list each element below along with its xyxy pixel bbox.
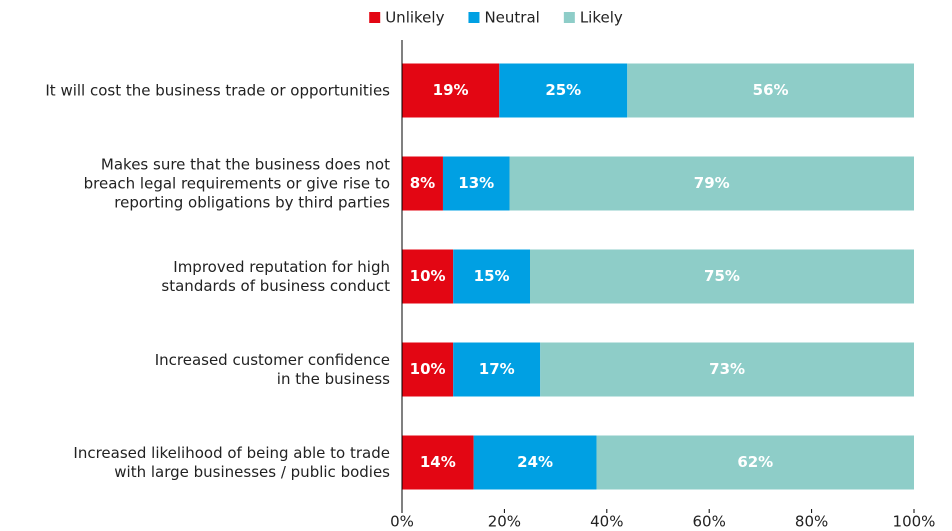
value-label: 10% xyxy=(410,360,446,378)
value-label: 19% xyxy=(433,81,469,99)
category-label: Increased likelihood of being able to tr… xyxy=(73,443,390,481)
category-label: Makes sure that the business does not br… xyxy=(83,155,390,211)
category-label: It will cost the business trade or oppor… xyxy=(45,81,390,99)
value-label: 56% xyxy=(753,81,789,99)
bar-segment xyxy=(540,342,914,397)
value-label: 13% xyxy=(458,174,494,192)
value-label: 15% xyxy=(474,267,510,285)
value-label: 79% xyxy=(694,174,730,192)
x-tick-label: 20% xyxy=(488,513,521,531)
category-label: Improved reputation for high standards o… xyxy=(161,257,390,295)
bar-segment xyxy=(442,156,510,211)
bar-segment xyxy=(627,63,914,118)
x-tick-label: 80% xyxy=(795,513,828,531)
bar-segment xyxy=(530,249,914,304)
value-label: 73% xyxy=(709,360,745,378)
value-label: 62% xyxy=(737,453,773,471)
bar-segment xyxy=(453,249,530,304)
value-label: 25% xyxy=(545,81,581,99)
bar-segment xyxy=(473,435,597,490)
x-tick-label: 60% xyxy=(693,513,726,531)
x-tick-label: 40% xyxy=(590,513,623,531)
bar-segment xyxy=(402,342,454,397)
value-label: 17% xyxy=(479,360,515,378)
value-label: 8% xyxy=(410,174,435,192)
x-tick-label: 0% xyxy=(390,513,414,531)
bar-segment xyxy=(402,249,454,304)
legend-label: Unlikely xyxy=(385,9,444,27)
bar-segment xyxy=(499,63,628,118)
bar-segment xyxy=(402,156,443,211)
value-label: 75% xyxy=(704,267,740,285)
bar-segment xyxy=(453,342,541,397)
legend-swatch xyxy=(369,12,381,23)
category-label: Increased customer confidence in the bus… xyxy=(154,350,390,388)
value-label: 14% xyxy=(420,453,456,471)
legend-label: Neutral xyxy=(484,9,539,27)
bar-segment xyxy=(402,435,474,490)
legend-swatch xyxy=(468,12,480,23)
legend-swatch xyxy=(563,12,575,23)
legend-label: Likely xyxy=(580,9,623,27)
x-tick-label: 100% xyxy=(893,513,936,531)
bar-segment xyxy=(509,156,914,211)
value-label: 10% xyxy=(410,267,446,285)
bar-segment xyxy=(402,63,500,118)
value-label: 24% xyxy=(517,453,553,471)
bar-segment xyxy=(596,435,914,490)
